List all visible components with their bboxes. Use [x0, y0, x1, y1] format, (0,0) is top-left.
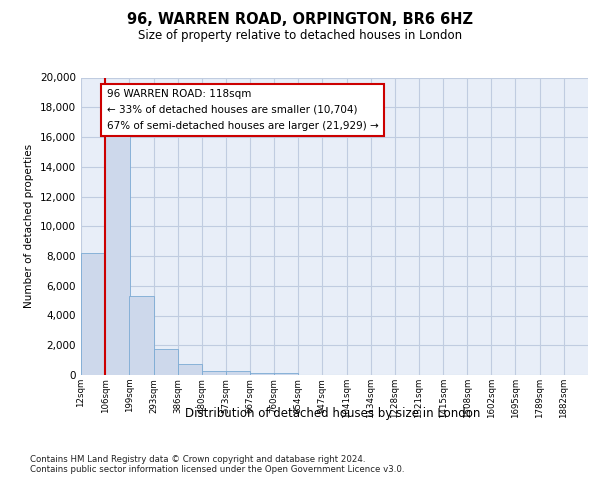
Bar: [274, 373, 298, 375]
Text: Contains HM Land Registry data © Crown copyright and database right 2024.
Contai: Contains HM Land Registry data © Crown c…: [30, 455, 404, 474]
Bar: [105, 130, 130, 375]
Bar: [81, 253, 105, 375]
Bar: [129, 296, 154, 375]
Text: 96 WARREN ROAD: 118sqm
← 33% of detached houses are smaller (10,704)
67% of semi: 96 WARREN ROAD: 118sqm ← 33% of detached…: [107, 90, 379, 130]
Bar: [226, 372, 250, 375]
Text: 96, WARREN ROAD, ORPINGTON, BR6 6HZ: 96, WARREN ROAD, ORPINGTON, BR6 6HZ: [127, 12, 473, 28]
Bar: [250, 373, 274, 375]
Y-axis label: Number of detached properties: Number of detached properties: [25, 144, 34, 308]
Bar: [154, 349, 178, 375]
Text: Size of property relative to detached houses in London: Size of property relative to detached ho…: [138, 29, 462, 42]
Bar: [202, 370, 226, 375]
Text: Distribution of detached houses by size in London: Distribution of detached houses by size …: [185, 408, 481, 420]
Bar: [178, 364, 202, 375]
